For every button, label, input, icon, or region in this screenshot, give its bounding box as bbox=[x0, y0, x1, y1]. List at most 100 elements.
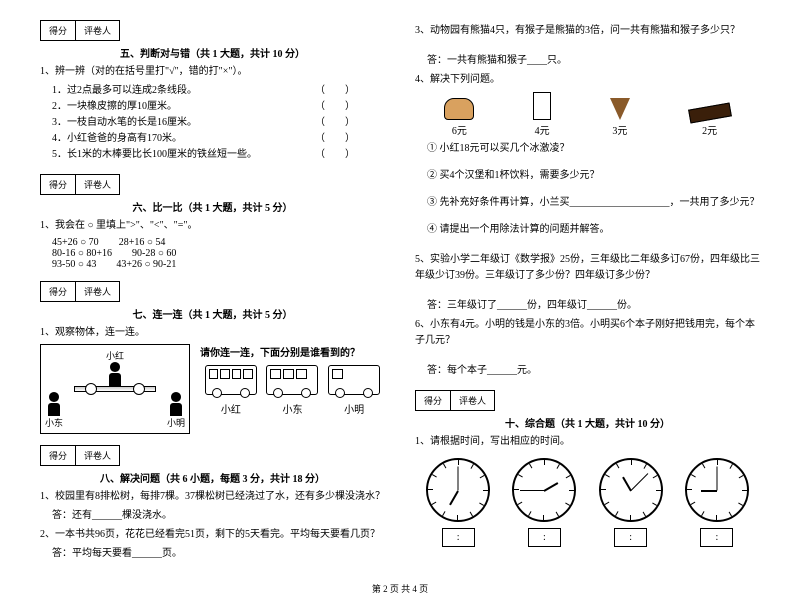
paren: （ ） bbox=[315, 83, 355, 99]
paren: （ ） bbox=[315, 147, 355, 163]
time-input[interactable]: : bbox=[442, 528, 475, 547]
page-footer: 第 2 页 共 4 页 bbox=[40, 582, 760, 595]
name-label: 小东 bbox=[45, 416, 63, 429]
cmp: 93-50 ○ 43 bbox=[52, 259, 96, 270]
score-label: 得分 bbox=[415, 390, 451, 411]
q8-5: 5、实验小学二年级订《数学报》25份，三年级比二年级多订67份，四年级比三年级少… bbox=[415, 252, 760, 284]
score-box-7: 得分 评卷人 bbox=[40, 281, 385, 302]
score-label: 得分 bbox=[40, 281, 76, 302]
q5-1-1: 1．过2点最多可以连成2条线段。 （ ） bbox=[40, 83, 385, 99]
price: 6元 bbox=[452, 122, 467, 137]
q5-1: 1、辨一辨（对的在括号里打"√"，错的打"×"）。 bbox=[40, 64, 385, 80]
clock-icon bbox=[685, 458, 749, 522]
grader-label: 评卷人 bbox=[76, 445, 120, 466]
score-label: 得分 bbox=[40, 445, 76, 466]
item-text: 4．小红爸爸的身高有170米。 bbox=[52, 133, 182, 144]
bus-icon bbox=[328, 365, 380, 395]
burger-icon bbox=[444, 98, 474, 120]
name-row: 小红 小东 小明 bbox=[200, 401, 385, 416]
food-item: 6元 bbox=[444, 98, 474, 137]
grader-label: 评卷人 bbox=[451, 390, 495, 411]
cmp: 45+26 ○ 70 bbox=[52, 237, 99, 248]
name-label: 小红 bbox=[221, 401, 241, 416]
item-text: 2．一块橡皮擦的厚10厘米。 bbox=[52, 101, 177, 112]
grader-label: 评卷人 bbox=[76, 174, 120, 195]
q7-1: 1、观察物体，连一连。 bbox=[40, 325, 385, 341]
grader-label: 评卷人 bbox=[76, 20, 120, 41]
clock-icon bbox=[512, 458, 576, 522]
clock-item: : bbox=[685, 458, 749, 547]
section-10-title: 十、综合题（共 1 大题，共计 10 分） bbox=[415, 415, 760, 430]
clock-item: : bbox=[512, 458, 576, 547]
item-text: 1．过2点最多可以连成2条线段。 bbox=[52, 85, 197, 96]
section-5-title: 五、判断对与错（共 1 大题，共计 10 分） bbox=[40, 45, 385, 60]
cmp: 43+26 ○ 90-21 bbox=[116, 259, 176, 270]
chocolate-icon bbox=[688, 102, 732, 123]
cmp: 90-28 ○ 60 bbox=[132, 248, 176, 259]
time-input[interactable]: : bbox=[528, 528, 561, 547]
paren: （ ） bbox=[315, 99, 355, 115]
score-box-10: 得分 评卷人 bbox=[415, 390, 760, 411]
q8-6: 6、小东有4元。小明的钱是小东的3倍。小明买6个本子刚好把钱用完，每个本子几元？ bbox=[415, 317, 760, 349]
name-label: 小东 bbox=[282, 401, 302, 416]
q5-1-3: 3．一枝自动水笔的长是16厘米。（ ） bbox=[40, 115, 385, 131]
a8-1: 答：还有______棵没浇水。 bbox=[40, 508, 385, 524]
a8-6: 答：每个本子______元。 bbox=[415, 363, 760, 379]
left-column: 得分 评卷人 五、判断对与错（共 1 大题，共计 10 分） 1、辨一辨（对的在… bbox=[40, 20, 385, 562]
q4d: ④ 请提出一个用除法计算的问题并解答。 bbox=[415, 222, 760, 238]
compare-row: 80-16 ○ 80+16 90-28 ○ 60 bbox=[40, 248, 385, 259]
a8-3: 答：一共有熊猫和猴子____只。 bbox=[415, 53, 760, 69]
clock-icon bbox=[426, 458, 490, 522]
score-label: 得分 bbox=[40, 174, 76, 195]
bus-icon bbox=[266, 365, 318, 395]
section-8-title: 八、解决问题（共 6 小题，每题 3 分，共计 18 分） bbox=[40, 470, 385, 485]
food-item: 3元 bbox=[610, 98, 630, 137]
price: 4元 bbox=[535, 122, 550, 137]
score-box-6: 得分 评卷人 bbox=[40, 174, 385, 195]
q5-1-5: 5．长1米的木棒要比长100厘米的铁丝短一些。 （ ） bbox=[40, 147, 385, 163]
cmp: 28+16 ○ 54 bbox=[119, 237, 166, 248]
q8-3: 3、动物园有熊猫4只，有猴子是熊猫的3倍，问一共有熊猫和猴子多少只？ bbox=[415, 23, 760, 39]
clock-icon bbox=[599, 458, 663, 522]
paren: （ ） bbox=[315, 131, 355, 147]
name-label: 小明 bbox=[167, 416, 185, 429]
a8-2: 答：平均每天要看______页。 bbox=[40, 546, 385, 562]
cone-icon bbox=[610, 98, 630, 120]
bus-row bbox=[200, 365, 385, 395]
q6-1: 1、我会在 ○ 里填上">"、"<"、"="。 bbox=[40, 218, 385, 234]
q4a: ① 小红18元可以买几个冰激凌？ bbox=[415, 141, 760, 157]
food-item: 4元 bbox=[533, 92, 551, 137]
section-6-title: 六、比一比（共 1 大题，共计 5 分） bbox=[40, 199, 385, 214]
q5-1-4: 4．小红爸爸的身高有170米。 （ ） bbox=[40, 131, 385, 147]
q8-4: 4、解决下列问题。 bbox=[415, 72, 760, 88]
food-row: 6元 4元 3元 2元 bbox=[415, 92, 760, 137]
price: 2元 bbox=[702, 122, 717, 137]
q4b: ② 买4个汉堡和1杯饮料，需要多少元？ bbox=[415, 168, 760, 184]
connect-prompt: 请你连一连，下面分别是谁看到的？ bbox=[200, 344, 385, 359]
time-input[interactable]: : bbox=[700, 528, 733, 547]
car-icon bbox=[74, 386, 156, 392]
person-icon bbox=[46, 392, 62, 416]
score-label: 得分 bbox=[40, 20, 76, 41]
food-item: 2元 bbox=[689, 106, 731, 137]
person-icon bbox=[107, 362, 123, 386]
q5-1-2: 2．一块橡皮擦的厚10厘米。 （ ） bbox=[40, 99, 385, 115]
q8-1: 1、校园里有8排松树，每排7棵。37棵松树已经浇过了水，还有多少棵没浇水？ bbox=[40, 489, 385, 505]
section-7-title: 七、连一连（共 1 大题，共计 5 分） bbox=[40, 306, 385, 321]
score-box-8: 得分 评卷人 bbox=[40, 445, 385, 466]
item-text: 3．一枝自动水笔的长是16厘米。 bbox=[52, 117, 197, 128]
clock-item: : bbox=[426, 458, 490, 547]
item-text: 5．长1米的木棒要比长100厘米的铁丝短一些。 bbox=[52, 149, 257, 160]
bus-icon bbox=[205, 365, 257, 395]
a8-5: 答：三年级订了______份，四年级订______份。 bbox=[415, 298, 760, 314]
name-label: 小明 bbox=[344, 401, 364, 416]
cmp: 80-16 ○ 80+16 bbox=[52, 248, 112, 259]
right-column: 3、动物园有熊猫4只，有猴子是熊猫的3倍，问一共有熊猫和猴子多少只？ 答：一共有… bbox=[415, 20, 760, 562]
grader-label: 评卷人 bbox=[76, 281, 120, 302]
name-top: 小红 bbox=[106, 349, 124, 362]
price: 3元 bbox=[612, 122, 627, 137]
clock-item: : bbox=[599, 458, 663, 547]
q4c: ③ 先补充好条件再计算，小兰买____________________，一共用了… bbox=[415, 195, 760, 211]
compare-row: 45+26 ○ 70 28+16 ○ 54 bbox=[40, 237, 385, 248]
time-input[interactable]: : bbox=[614, 528, 647, 547]
